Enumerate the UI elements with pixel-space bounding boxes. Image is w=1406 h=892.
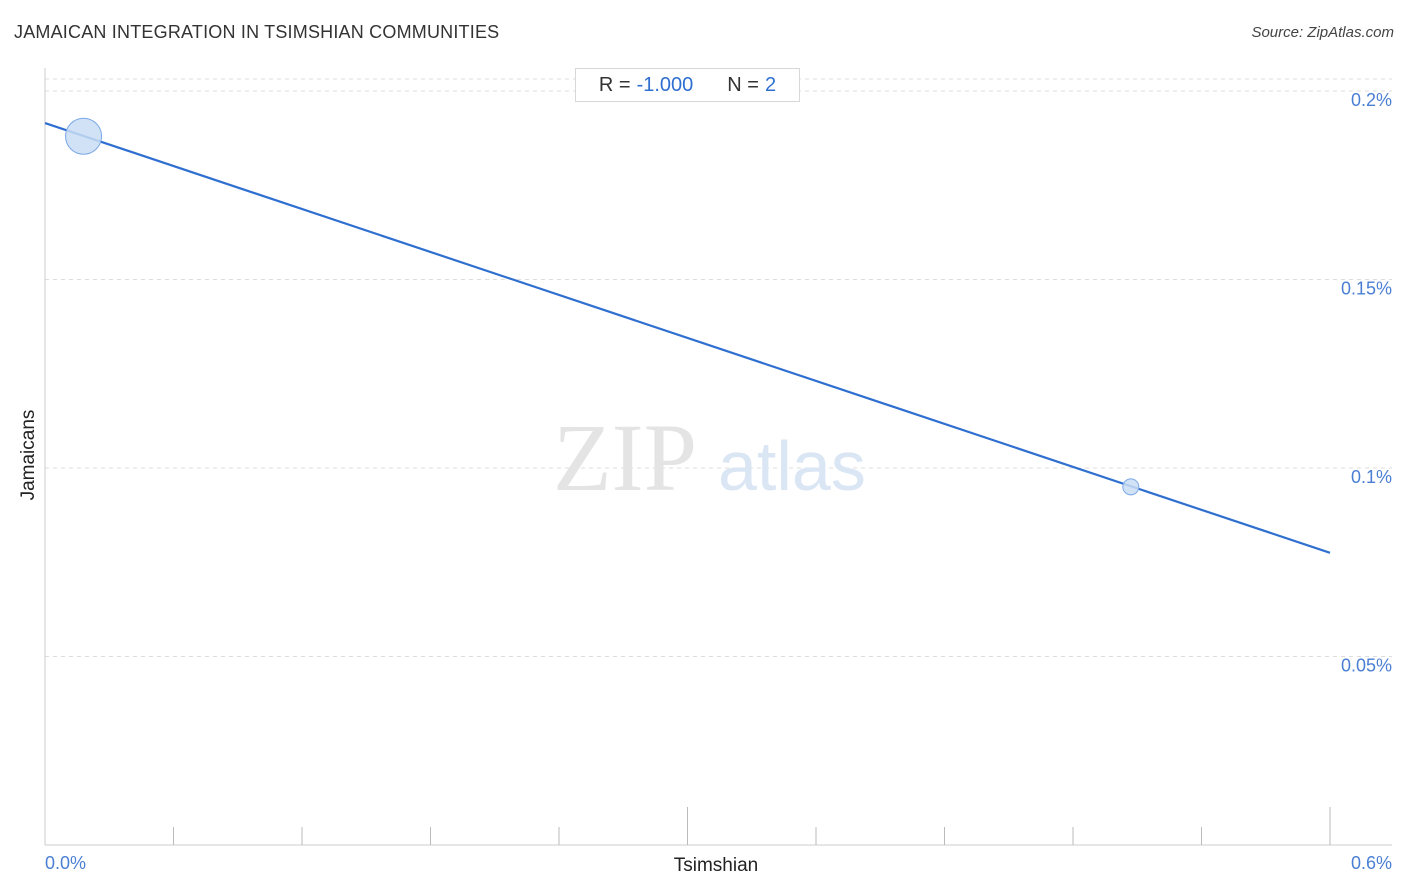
watermark-atlas: atlas bbox=[718, 427, 866, 505]
x-tick-label-1: 0.6% bbox=[1351, 853, 1392, 873]
data-point-0 bbox=[65, 117, 103, 155]
y-tick-label-2: 0.1% bbox=[1351, 467, 1392, 487]
x-tick-label-0: 0.0% bbox=[45, 853, 86, 873]
n-label: N = bbox=[727, 73, 759, 96]
stats-box: R = -1.000 N = 2 bbox=[575, 68, 800, 102]
r-label: R = bbox=[598, 73, 631, 96]
axes bbox=[44, 68, 1392, 846]
grid-lines bbox=[45, 78, 1392, 657]
watermark-zip: ZIP bbox=[553, 404, 697, 511]
trendline-group bbox=[44, 122, 1331, 554]
y-tick-label-0: 0.2% bbox=[1351, 90, 1392, 110]
r-value: -1.000 bbox=[636, 73, 694, 96]
source-label: Source: ZipAtlas.com bbox=[1251, 24, 1394, 41]
chart-title: JAMAICAN INTEGRATION IN TSIMSHIAN COMMUN… bbox=[14, 22, 500, 42]
watermark: ZIP atlas bbox=[553, 404, 866, 511]
tick-labels: 0.2% 0.15% 0.1% 0.05% 0.0% 0.6% bbox=[45, 90, 1392, 873]
y-tick-label-3: 0.05% bbox=[1341, 656, 1392, 676]
y-tick-label-1: 0.15% bbox=[1341, 279, 1392, 299]
data-point-1 bbox=[1122, 478, 1140, 496]
trendline bbox=[44, 122, 1331, 554]
y-axis-label: Jamaicans bbox=[18, 410, 39, 501]
x-axis-label: Tsimshian bbox=[674, 855, 758, 876]
points-group bbox=[65, 117, 1140, 496]
n-value: 2 bbox=[764, 73, 777, 96]
